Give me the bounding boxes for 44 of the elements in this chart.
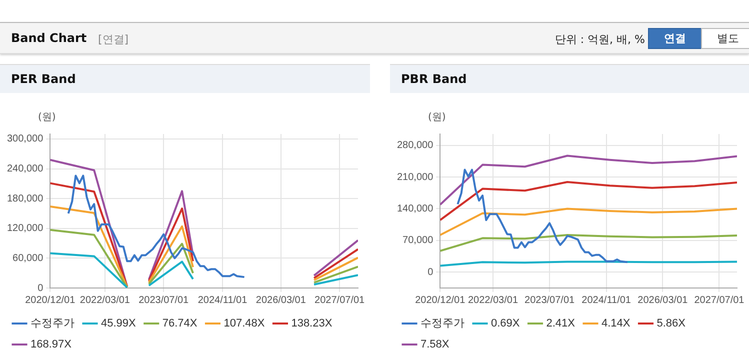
chart-title: PER Band — [0, 64, 370, 93]
legend-label: 수정주가 — [420, 318, 464, 330]
y-tick-label: 70,000 — [402, 235, 434, 246]
x-tick-label: 2027/07/01 — [314, 294, 366, 306]
x-tick-label: 2020/12/01 — [25, 294, 76, 306]
legend-label: 2.41X — [546, 318, 576, 330]
x-tick-label: 2026/03/01 — [638, 294, 688, 306]
legend-label: 5.86X — [656, 318, 686, 330]
legend-label: 45.99X — [101, 318, 137, 330]
y-axis-title: (원) — [428, 111, 446, 124]
y-tick-label: 140,000 — [396, 203, 434, 214]
x-tick-label: 2022/03/01 — [468, 294, 518, 306]
x-tick-label: 2026/03/01 — [256, 294, 306, 306]
y-tick-label: 180,000 — [6, 193, 44, 204]
y-tick-label: 60,000 — [12, 252, 44, 264]
y-axis-title: (원) — [38, 111, 56, 124]
x-tick-label: 2022/03/01 — [80, 294, 130, 306]
legend-label: 138.23X — [291, 318, 333, 330]
text: [연결] — [98, 32, 129, 47]
x-tick-label: 2023/07/01 — [524, 294, 576, 306]
y-tick-label: 300,000 — [6, 134, 44, 145]
text: 단위 : 억원, 배, % — [554, 32, 645, 47]
legend-label: 0.69X — [491, 318, 520, 330]
text: 연결 — [648, 28, 702, 49]
x-tick-label: 2024/11/01 — [198, 294, 248, 306]
legend-label: 수정주가 — [30, 318, 74, 330]
text: Band Chart — [11, 31, 87, 45]
x-tick-label: 2023/07/01 — [138, 294, 190, 306]
text: 별도 — [701, 28, 749, 49]
y-tick-label: 0 — [38, 282, 44, 294]
x-tick-label: 2020/12/01 — [415, 294, 466, 306]
chart-title: PBR Band — [390, 64, 749, 93]
y-tick-label: 0 — [428, 266, 434, 278]
y-tick-label: 280,000 — [396, 140, 434, 152]
x-tick-label: 2027/07/01 — [694, 294, 745, 306]
legend-label: 168.97X — [30, 338, 72, 351]
y-tick-label: 240,000 — [6, 164, 44, 175]
legend-label: 4.14X — [601, 318, 631, 330]
y-tick-label: 210,000 — [396, 172, 434, 183]
legend-label: 107.48X — [224, 318, 266, 330]
legend-label: 7.58X — [420, 338, 450, 351]
y-tick-label: 120,000 — [6, 223, 44, 234]
x-tick-label: 2024/11/01 — [582, 294, 632, 306]
legend-label: 76.74X — [162, 318, 198, 330]
